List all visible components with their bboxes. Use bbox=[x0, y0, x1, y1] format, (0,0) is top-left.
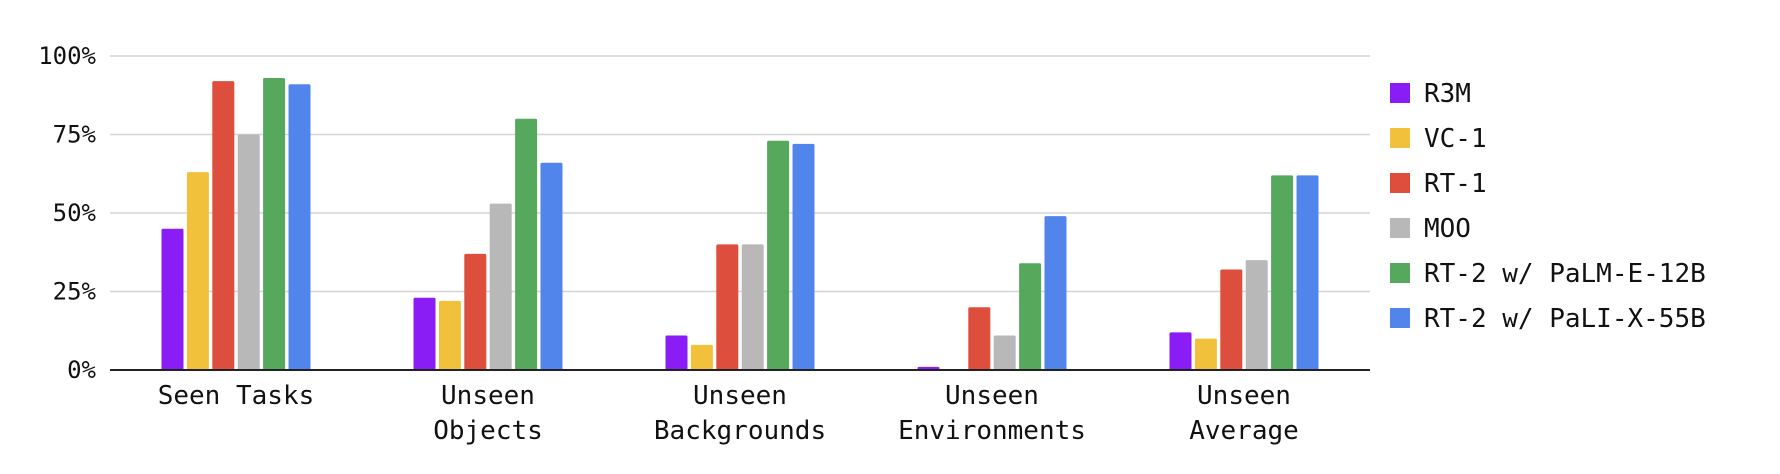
bar bbox=[237, 134, 260, 370]
y-axis-ticks: 0% 25% 50% 75% 100% bbox=[38, 42, 96, 384]
bar bbox=[1245, 260, 1268, 370]
bar bbox=[1169, 332, 1192, 370]
y-tick-label: 25% bbox=[53, 278, 97, 306]
bar bbox=[288, 84, 311, 370]
bar bbox=[540, 162, 563, 370]
x-tick-label: Unseen bbox=[441, 381, 535, 411]
legend-label: VC-1 bbox=[1424, 124, 1487, 154]
x-tick-label: Unseen bbox=[693, 381, 787, 411]
x-tick-label: Seen Tasks bbox=[158, 381, 315, 411]
legend-swatch bbox=[1390, 173, 1410, 193]
bar bbox=[413, 297, 436, 370]
bar bbox=[1296, 175, 1319, 370]
bar bbox=[792, 143, 815, 370]
bar bbox=[515, 118, 538, 370]
bar bbox=[741, 244, 764, 370]
bar bbox=[161, 228, 184, 370]
legend-label: R3M bbox=[1424, 79, 1471, 109]
legend-label: RT-1 bbox=[1424, 169, 1487, 199]
bars bbox=[161, 77, 1319, 371]
x-tick-label: Average bbox=[1189, 416, 1299, 446]
legend-label: MOO bbox=[1424, 214, 1471, 244]
legend-swatch bbox=[1390, 263, 1410, 283]
x-axis-labels: Seen Tasks Unseen Objects Unseen Backgrounds… bbox=[158, 381, 1299, 446]
bar bbox=[1271, 175, 1294, 370]
legend-swatch bbox=[1390, 218, 1410, 238]
legend-swatch bbox=[1390, 83, 1410, 103]
legend-swatch bbox=[1390, 128, 1410, 148]
bar bbox=[993, 335, 1016, 370]
legend: R3M VC-1 RT-1 MOO RT-2 w/ PaLM-E-12B RT-2 w/ … bbox=[1390, 79, 1706, 334]
legend-swatch bbox=[1390, 308, 1410, 328]
bar bbox=[263, 77, 286, 370]
bar bbox=[968, 307, 991, 370]
bar bbox=[690, 344, 713, 370]
bar bbox=[1019, 263, 1042, 370]
y-tick-label: 100% bbox=[38, 42, 96, 70]
bar bbox=[716, 244, 739, 370]
x-tick-label: Unseen bbox=[1197, 381, 1291, 411]
bar bbox=[1044, 216, 1067, 370]
gridlines bbox=[110, 55, 1370, 293]
bar bbox=[767, 140, 790, 370]
bar bbox=[464, 253, 487, 370]
y-tick-label: 75% bbox=[53, 121, 97, 149]
legend-label: RT-2 w/ PaLM-E-12B bbox=[1424, 259, 1706, 289]
bar bbox=[438, 300, 461, 370]
bar bbox=[665, 335, 688, 370]
bar bbox=[212, 81, 235, 371]
bar bbox=[489, 203, 512, 370]
x-tick-label: Environments bbox=[898, 416, 1086, 446]
x-tick-label: Backgrounds bbox=[654, 416, 826, 446]
bar bbox=[1194, 338, 1217, 370]
x-tick-label: Objects bbox=[433, 416, 543, 446]
y-tick-label: 0% bbox=[67, 356, 96, 384]
bar bbox=[186, 172, 209, 370]
x-tick-label: Unseen bbox=[945, 381, 1039, 411]
legend-label: RT-2 w/ PaLI-X-55B bbox=[1424, 304, 1706, 334]
bar bbox=[1220, 269, 1243, 370]
y-tick-label: 50% bbox=[53, 199, 97, 227]
